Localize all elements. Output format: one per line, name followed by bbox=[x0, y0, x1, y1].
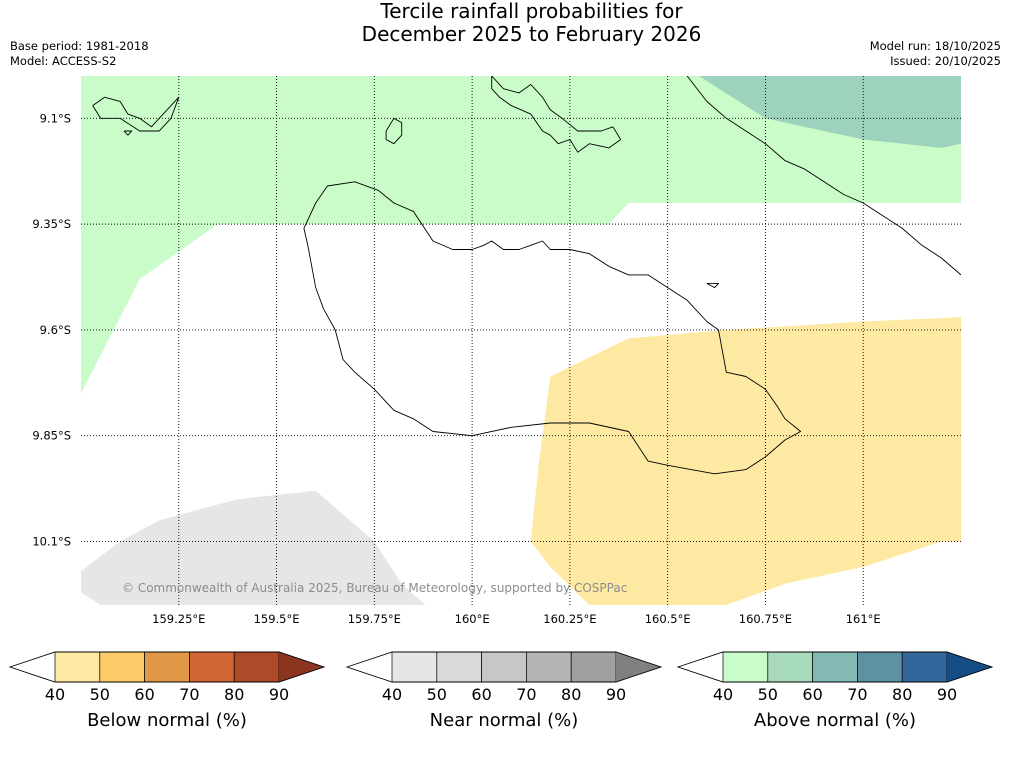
colorbar-tick-label: 50 bbox=[427, 685, 447, 704]
colorbar-outline bbox=[676, 651, 994, 683]
model-name: Model: ACCESS-S2 bbox=[10, 54, 117, 68]
lon-tick-label: 160.75°E bbox=[739, 612, 792, 626]
lon-tick-label: 160.25°E bbox=[543, 612, 596, 626]
colorbar-swatch bbox=[144, 651, 190, 683]
colorbar-below: 40 50 60 70 80 90 Below normal (%) bbox=[8, 651, 326, 731]
colorbar-under-extension bbox=[678, 652, 723, 682]
colorbar-tick-label: 50 bbox=[758, 685, 778, 704]
coastline-guadalcanal bbox=[303, 181, 802, 475]
map-title: Tercile rainfall probabilities for Decem… bbox=[0, 0, 1011, 46]
colorbar-swatch bbox=[233, 651, 280, 683]
colorbar-tick-label: 40 bbox=[45, 685, 65, 704]
lat-tick-label: 9.1°S bbox=[40, 111, 71, 125]
colorbars: 40 50 60 70 80 90 Below normal (%) 40 50 60 70 80 90… bbox=[8, 651, 994, 731]
colorbar-swatch bbox=[481, 651, 527, 683]
lon-tick-label: 159.5°E bbox=[254, 612, 300, 626]
colorbar-swatch bbox=[812, 651, 858, 683]
colorbar-tick-label: 80 bbox=[224, 685, 244, 704]
coastline-malaita bbox=[686, 76, 961, 276]
lon-tick-label: 161°E bbox=[846, 612, 881, 626]
colorbar-swatch bbox=[767, 651, 813, 683]
colorbar-tick-label: 80 bbox=[892, 685, 912, 704]
colorbar-tick-label: 60 bbox=[471, 685, 491, 704]
probability-region-above-normal bbox=[81, 224, 218, 457]
meta-right: Model run: 18/10/2025 Issued: 20/10/2025 bbox=[870, 39, 1001, 69]
colorbar-title: Below normal (%) bbox=[87, 710, 247, 731]
colorbar-swatch bbox=[436, 651, 482, 683]
lon-tick-label: 160°E bbox=[455, 612, 490, 626]
colorbar-tick-label: 40 bbox=[382, 685, 402, 704]
colorbar-swatch bbox=[526, 651, 572, 683]
coastline-islet-east bbox=[706, 282, 719, 289]
colorbar-above: 40 50 60 70 80 90 Above normal (%) bbox=[676, 651, 994, 731]
issued-date: Issued: 20/10/2025 bbox=[890, 54, 1001, 68]
colorbar-swatch bbox=[901, 651, 948, 683]
colorbar-swatch bbox=[54, 651, 101, 683]
lat-tick-label: 10.1°S bbox=[32, 535, 71, 549]
colorbar-over-extension bbox=[616, 652, 661, 682]
colorbar-tick-label: 70 bbox=[516, 685, 536, 704]
colorbar-tick-label: 90 bbox=[937, 685, 957, 704]
colorbar-swatch bbox=[722, 651, 769, 683]
copyright-notice: © Commonwealth of Australia 2025, Bureau… bbox=[122, 581, 627, 595]
map-panel: © Commonwealth of Australia 2025, Bureau… bbox=[32, 76, 961, 626]
lon-tick-label: 159.75°E bbox=[348, 612, 401, 626]
coastline-russell-islands bbox=[92, 96, 180, 132]
title-line-1: Tercile rainfall probabilities for bbox=[380, 0, 683, 23]
colorbar-title: Above normal (%) bbox=[754, 710, 916, 731]
colorbar-outline bbox=[8, 651, 326, 683]
title-line-2: December 2025 to February 2026 bbox=[361, 22, 702, 46]
colorbar-swatch bbox=[570, 651, 617, 683]
colorbar-under-extension bbox=[347, 652, 392, 682]
probability-region-below-normal bbox=[530, 317, 961, 605]
model-run: Model run: 18/10/2025 bbox=[869, 39, 1001, 53]
colorbar-tick-label: 60 bbox=[802, 685, 822, 704]
colorbar-tick-label: 60 bbox=[134, 685, 154, 704]
colorbar-title: Near normal (%) bbox=[430, 710, 579, 731]
colorbar-tick-label: 50 bbox=[90, 685, 110, 704]
colorbar-swatch bbox=[391, 651, 438, 683]
lat-tick-label: 9.6°S bbox=[40, 323, 71, 337]
colorbar-tick-label: 70 bbox=[179, 685, 199, 704]
probability-region-near-normal bbox=[81, 490, 426, 605]
lat-tick-label: 9.85°S bbox=[32, 429, 71, 443]
lon-tick-label: 160.5°E bbox=[645, 612, 691, 626]
colorbar-outline bbox=[345, 651, 663, 683]
colorbar-over-extension bbox=[279, 652, 324, 682]
colorbar-under-extension bbox=[10, 652, 55, 682]
meta-left: Base period: 1981-2018 Model: ACCESS-S2 bbox=[10, 39, 149, 69]
base-period: Base period: 1981-2018 bbox=[10, 39, 149, 53]
probability-region-above-normal bbox=[699, 76, 961, 148]
colorbar-over-extension bbox=[947, 652, 992, 682]
coastline-islet-west bbox=[123, 130, 133, 136]
colorbar-tick-label: 70 bbox=[847, 685, 867, 704]
colorbar-tick-label: 90 bbox=[269, 685, 289, 704]
colorbar-swatch bbox=[189, 651, 235, 683]
colorbar-tick-label: 90 bbox=[606, 685, 626, 704]
colorbar-tick-label: 40 bbox=[713, 685, 733, 704]
colorbar-swatch bbox=[99, 651, 145, 683]
colorbar-near: 40 50 60 70 80 90 Near normal (%) bbox=[345, 651, 663, 731]
coastline-florida-islands bbox=[491, 76, 622, 153]
probability-region-above-normal bbox=[81, 76, 961, 225]
colorbar-tick-label: 80 bbox=[561, 685, 581, 704]
lon-tick-label: 159.25°E bbox=[152, 612, 205, 626]
colorbar-swatch bbox=[857, 651, 903, 683]
lat-tick-label: 9.35°S bbox=[32, 217, 71, 231]
